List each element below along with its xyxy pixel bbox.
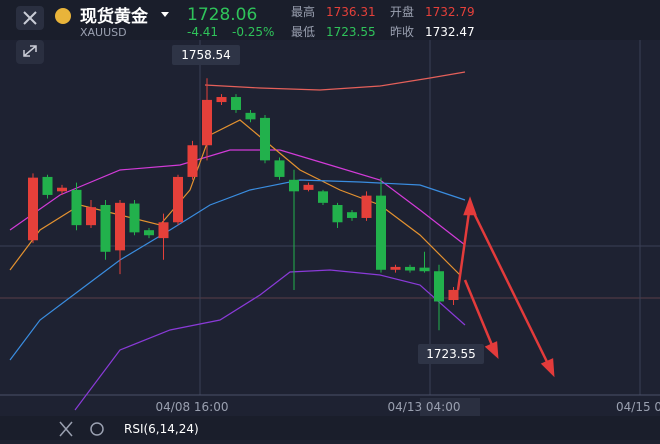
candle-body	[115, 202, 125, 251]
price: 1728.06	[187, 5, 257, 25]
candle-body	[448, 289, 459, 301]
stat-label: 最高	[291, 4, 315, 19]
candle-body	[100, 205, 111, 252]
stat-label: 昨收	[390, 25, 414, 39]
candle-body	[187, 145, 198, 177]
symbol: XAUUSD	[80, 26, 127, 39]
candle-body	[332, 205, 343, 223]
indicator-name: RSI(6,14,24)	[124, 422, 199, 436]
candle-body	[289, 179, 299, 192]
time-cursor-box	[420, 398, 480, 416]
stat-label: 开盘	[390, 4, 414, 19]
header-bar	[0, 0, 660, 40]
footer-bar	[0, 416, 660, 440]
instrument-name[interactable]: 现货黄金	[80, 6, 149, 27]
grid	[0, 40, 660, 396]
low-label-box	[418, 344, 484, 364]
dropdown-arrow[interactable]	[161, 12, 169, 17]
stat-value: 1732.47	[425, 25, 475, 39]
candle-body	[57, 187, 67, 192]
candle-body	[434, 271, 444, 302]
high-label-box	[172, 45, 240, 65]
candle-body	[274, 160, 285, 177]
change-pct: -0.25%	[232, 25, 274, 39]
low-label: 1723.55	[426, 347, 476, 361]
candle-body	[216, 97, 227, 103]
close-button[interactable]	[16, 6, 44, 30]
candle-body	[390, 266, 401, 270]
forecast-arrows	[456, 196, 555, 378]
candle-body	[86, 207, 96, 226]
candle-body	[419, 267, 430, 272]
stat-value: 1723.55	[326, 25, 376, 39]
candle-body	[144, 230, 154, 236]
change: -4.41	[187, 25, 218, 39]
close-indicator[interactable]	[59, 421, 73, 437]
candle-body	[347, 212, 357, 218]
candle-body	[361, 195, 372, 218]
stat-label: 最低	[291, 25, 315, 39]
candle-body	[42, 176, 53, 195]
candle-body	[173, 176, 183, 223]
gold-icon	[55, 8, 71, 24]
time-label: 04/15 0	[616, 400, 660, 414]
candles	[28, 78, 459, 331]
candle-body	[71, 189, 82, 226]
candle-body	[245, 112, 256, 120]
candle-body	[303, 184, 314, 190]
time-label: 04/13 04:00	[388, 400, 461, 414]
candle-body	[28, 177, 38, 241]
indicator-lines	[9, 71, 466, 411]
stat-value: 1732.79	[425, 5, 475, 19]
settings-icon[interactable]	[90, 422, 104, 436]
candle-body	[318, 191, 328, 203]
time-label: 04/08 16:00	[156, 400, 229, 414]
stat-value: 1736.31	[326, 5, 376, 19]
candle-body	[376, 195, 386, 270]
expand-button[interactable]	[16, 40, 44, 64]
candle-body	[158, 222, 169, 239]
candle-body	[405, 266, 415, 271]
candle-body	[231, 97, 241, 110]
candle-body	[260, 117, 270, 161]
candle-body	[129, 203, 140, 233]
candle-body	[202, 99, 212, 146]
high-label: 1758.54	[181, 48, 231, 62]
